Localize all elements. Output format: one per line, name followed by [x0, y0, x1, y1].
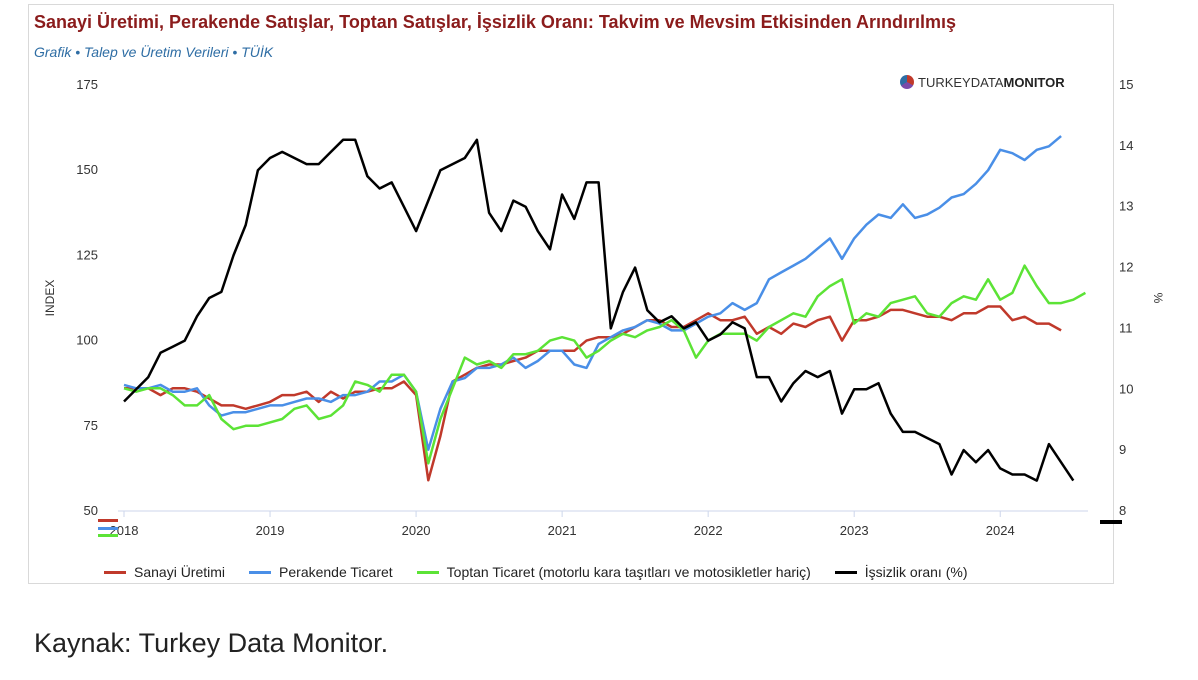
y-tick-label-right: 10	[1119, 381, 1133, 396]
legend-label: Toptan Ticaret (motorlu kara taşıtları v…	[446, 564, 811, 580]
y-tick-label-right: 8	[1119, 503, 1126, 518]
y-tick-label-left: 50	[84, 503, 98, 518]
legend-swatch	[104, 570, 126, 574]
y-tick-label-left: 100	[76, 333, 98, 348]
legend-swatch	[834, 570, 857, 574]
legend-label: Sanayi Üretimi	[134, 564, 226, 580]
y-tick-label-left: 125	[76, 247, 98, 262]
x-tick-label: 2021	[548, 523, 577, 538]
y-axis-title-left: INDEX	[43, 280, 57, 317]
y-axis-title-right: %	[1151, 293, 1165, 304]
legend-item-1[interactable]: Sanayi Üretimi	[104, 564, 225, 580]
legend-item-2[interactable]: Perakende Ticaret	[249, 564, 393, 580]
x-tick-label: 2020	[402, 523, 431, 538]
y-tick-label-left: 75	[84, 418, 98, 433]
series-lines	[123, 135, 1087, 482]
y-tick-label-right: 9	[1119, 442, 1126, 457]
x-tick-label: 2022	[694, 523, 723, 538]
globe-logo-icon	[900, 75, 914, 89]
left-axis: 175 150 125 100 75 50	[76, 77, 98, 518]
left-axis-marker-red	[98, 519, 118, 522]
legend-item-3[interactable]: Toptan Ticaret (motorlu kara taşıtları v…	[416, 564, 811, 580]
left-axis-marker-blue	[98, 527, 118, 530]
series-line-4	[123, 138, 1075, 482]
y-tick-label-right: 13	[1119, 199, 1133, 214]
y-tick-label-left: 150	[76, 162, 98, 177]
source-note: Kaynak: Turkey Data Monitor.	[34, 628, 389, 658]
y-tick-label-right: 14	[1119, 138, 1133, 153]
legend-swatch	[416, 570, 439, 574]
right-axis: 15 14 13 12 11 10 9 8	[1119, 77, 1133, 518]
legend-label: Perakende Ticaret	[279, 564, 393, 580]
series-line-2	[123, 135, 1062, 451]
y-tick-label-right: 15	[1119, 77, 1133, 92]
chart-subtitle: Grafik • Talep ve Üretim Verileri • TÜİK	[34, 44, 274, 60]
y-tick-label-right: 11	[1119, 320, 1133, 335]
right-axis-marker	[1100, 520, 1122, 524]
series-line-1	[124, 305, 1062, 482]
chart-title: Sanayi Üretimi, Perakende Satışlar, Topt…	[34, 12, 957, 32]
brand-logo: TURKEYDATAMONITOR	[900, 72, 1065, 92]
x-tick-label: 2024	[986, 523, 1015, 538]
x-axis: 2018 2019 2020 2021 2022 2023 2024	[110, 511, 1015, 538]
legend-label: İşsizlik oranı (%)	[864, 564, 968, 580]
x-tick-label: 2019	[256, 523, 285, 538]
left-axis-marker-green	[98, 534, 118, 537]
series-line-3	[123, 264, 1087, 465]
x-tick-label: 2023	[840, 523, 869, 538]
y-tick-label-left: 175	[76, 77, 98, 92]
y-tick-label-right: 12	[1119, 260, 1133, 275]
chart-legend: Sanayi Üretimi Perakende Ticaret Toptan Ti…	[104, 564, 967, 580]
chart-frame	[28, 4, 1114, 584]
legend-item-4[interactable]: İşsizlik oranı (%)	[834, 564, 968, 580]
brand-text: TURKEYDATAMONITOR	[918, 74, 1065, 90]
legend-swatch	[249, 570, 272, 574]
